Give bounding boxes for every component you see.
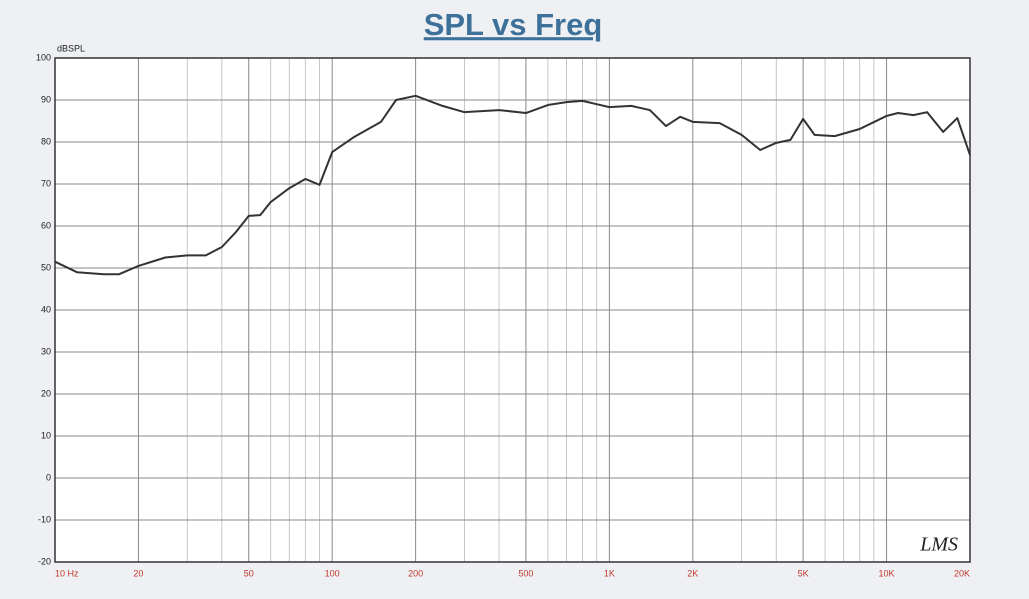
y-tick-label: 10 — [41, 430, 51, 440]
x-tick-label: 10 Hz — [55, 568, 79, 578]
y-tick-label: -20 — [38, 556, 51, 566]
y-tick-label: 30 — [41, 346, 51, 356]
plot-border — [54, 57, 971, 563]
watermark: LMS — [919, 534, 958, 556]
spl-line — [54, 94, 971, 276]
y-tick-label: 40 — [41, 304, 51, 314]
y-tick-label: 90 — [41, 94, 51, 104]
y-tick-label: 20 — [41, 388, 51, 398]
y-tick-label: -10 — [38, 514, 51, 524]
y-axis-label: dBSPL — [57, 43, 85, 53]
x-tick-label: 200 — [408, 568, 423, 578]
y-tick-label: 50 — [41, 262, 51, 272]
x-tick-label: 2K — [687, 568, 698, 578]
y-tick-label: 80 — [41, 136, 51, 146]
y-tick-label: 100 — [36, 52, 51, 62]
x-tick-label: 100 — [325, 568, 340, 578]
y-tick-label: 0 — [46, 472, 51, 482]
y-tick-label: 60 — [41, 220, 51, 230]
chart-title: SPL vs Freq — [424, 7, 603, 42]
x-tick-label: 20K — [954, 568, 970, 578]
x-tick-label: 1K — [604, 568, 615, 578]
x-tick-label: 10K — [879, 568, 895, 578]
x-tick-label: 500 — [518, 568, 533, 578]
y-tick-label: 70 — [41, 178, 51, 188]
x-tick-label: 50 — [244, 568, 254, 578]
x-tick-label: 20 — [133, 568, 143, 578]
x-tick-label: 5K — [798, 568, 809, 578]
